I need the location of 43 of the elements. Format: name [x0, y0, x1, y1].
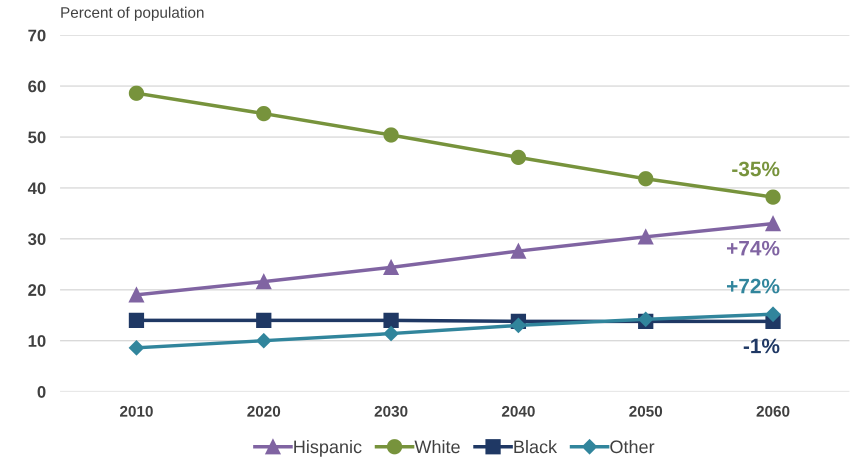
point — [510, 150, 526, 166]
point — [383, 260, 399, 276]
point — [256, 106, 272, 122]
y-tick-label: 70 — [28, 30, 46, 42]
point — [128, 340, 144, 356]
point — [638, 171, 654, 186]
point — [128, 86, 144, 101]
y-tick-label: 60 — [28, 80, 46, 92]
x-tick-label: 2040 — [502, 406, 535, 417]
y-axis-title: Percent of population — [61, 6, 204, 21]
x-tick-label: 2060 — [756, 406, 790, 417]
y-tick-label: 10 — [28, 335, 46, 347]
point — [765, 189, 781, 205]
x-tick-label: 2020 — [247, 406, 280, 417]
point — [383, 127, 399, 143]
annotation: +72% — [726, 278, 780, 294]
y-tick-label: 0 — [38, 386, 46, 398]
point — [383, 312, 399, 328]
point — [384, 326, 399, 342]
y-tick-label: 20 — [28, 284, 46, 296]
point — [765, 216, 781, 232]
y-tick-label: 50 — [28, 131, 46, 144]
point — [256, 274, 272, 290]
legend-label: White — [414, 440, 460, 454]
annotation: -35% — [732, 162, 780, 176]
point — [510, 318, 526, 333]
legend-label: Other — [610, 440, 654, 454]
x-tick-label: 2050 — [629, 406, 662, 417]
point — [256, 312, 272, 328]
annotation: -1% — [744, 338, 780, 354]
annotation: +74% — [726, 240, 780, 256]
point — [510, 243, 526, 259]
point — [128, 312, 144, 328]
point — [128, 287, 144, 303]
x-tick-label: 2010 — [120, 406, 153, 417]
point — [256, 333, 272, 348]
point — [765, 306, 781, 322]
point — [638, 229, 654, 244]
legend-label: Hispanic — [294, 440, 362, 457]
x-tick-label: 2030 — [374, 406, 408, 417]
y-tick-label: 40 — [28, 182, 46, 194]
y-tick-label: 30 — [28, 233, 46, 246]
legend-label: Black — [514, 440, 558, 454]
